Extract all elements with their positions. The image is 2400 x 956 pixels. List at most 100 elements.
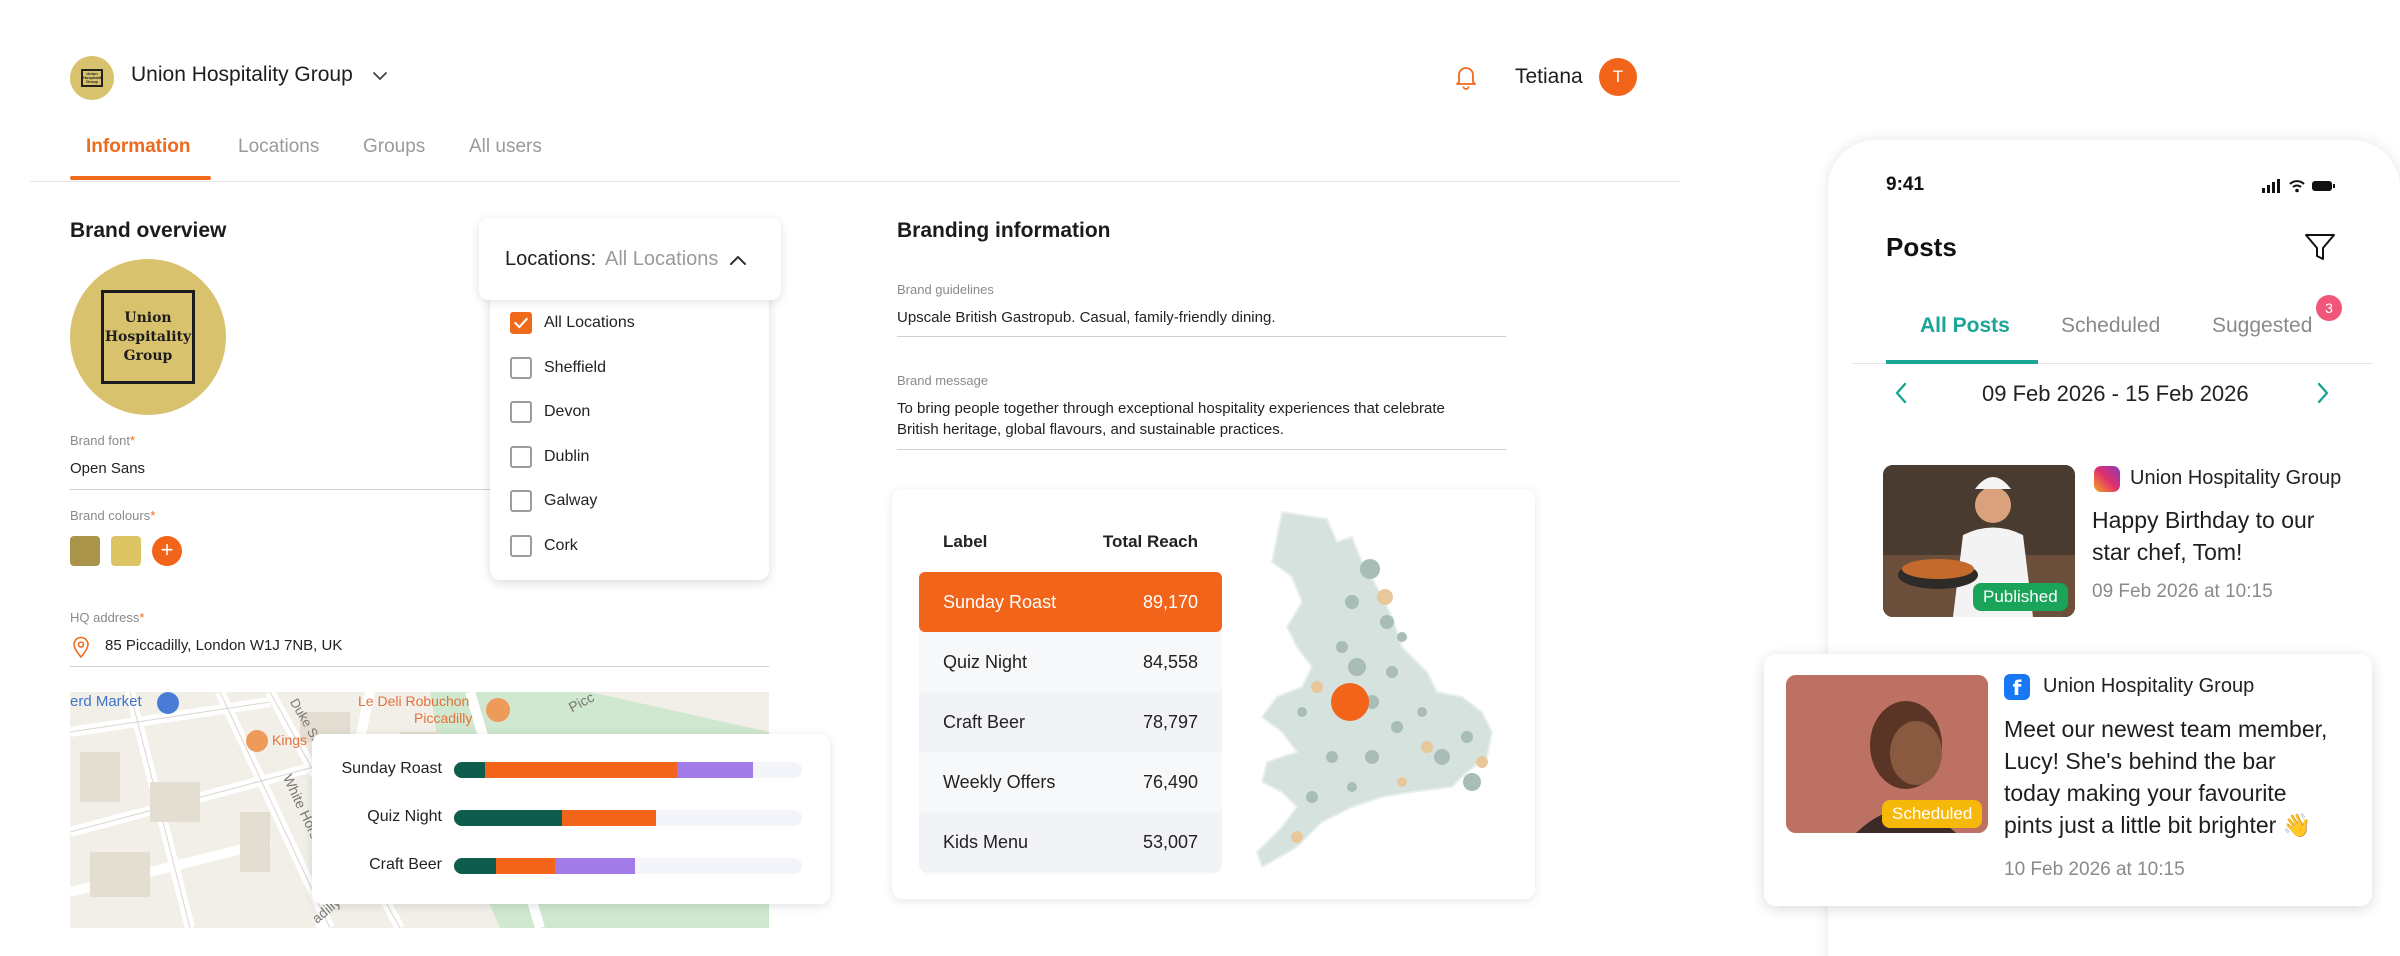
chevron-up-icon[interactable] [729, 253, 747, 267]
checkbox[interactable] [510, 445, 532, 468]
chevron-left-icon[interactable] [1894, 382, 1908, 404]
location-option-label: Devon [544, 403, 591, 420]
tab-all-users[interactable]: All users [469, 136, 542, 157]
required-mark: * [150, 508, 156, 523]
location-option[interactable]: Dublin [510, 445, 589, 468]
tab-scheduled[interactable]: Scheduled [2061, 314, 2161, 337]
checkbox[interactable] [510, 534, 532, 557]
brand-logo[interactable]: Union Hospitality Group [70, 259, 226, 415]
brand-guidelines-underline [897, 336, 1506, 337]
add-colour-button[interactable]: + [152, 536, 182, 566]
table-row[interactable]: Kids Menu 53,007 [919, 812, 1222, 872]
brand-guidelines-value[interactable]: Upscale British Gastropub. Casual, famil… [897, 309, 1276, 326]
brand-message-underline [897, 449, 1506, 450]
user-avatar[interactable]: T [1599, 58, 1637, 96]
restaurant-marker[interactable] [486, 698, 510, 722]
org-logo[interactable]: Union Hospitality Group [70, 56, 114, 100]
org-logo-mark: Union Hospitality Group [81, 69, 103, 87]
tab-all-posts[interactable]: All Posts [1920, 314, 2010, 337]
brand-colour-swatch[interactable] [111, 536, 141, 566]
restaurant-marker[interactable] [246, 730, 268, 752]
location-option[interactable]: Cork [510, 534, 578, 557]
brand-colour-swatch[interactable] [70, 536, 100, 566]
location-option-label: Galway [544, 492, 598, 509]
bar-segment[interactable] [495, 858, 555, 874]
location-pin-icon [73, 636, 89, 658]
post-image[interactable]: Published [1883, 465, 2075, 617]
filter-icon[interactable] [2304, 232, 2336, 262]
table-row[interactable]: Craft Beer 78,797 [919, 692, 1222, 752]
table-row[interactable]: Sunday Roast 89,170 [919, 572, 1222, 632]
tab-suggested[interactable]: Suggested [2212, 314, 2313, 337]
bar-segment[interactable] [561, 810, 656, 826]
post-text[interactable]: Happy Birthday to our star chef, Tom! [2092, 504, 2314, 568]
locations-filter[interactable]: Locations: All Locations [479, 218, 781, 300]
posts-title: Posts [1886, 232, 1957, 262]
location-option[interactable]: Sheffield [510, 356, 606, 379]
post-date: 10 Feb 2026 at 10:15 [2004, 859, 2185, 880]
post-text-line: Happy Birthday to our [2092, 507, 2315, 533]
brand-colours-label-text: Brand colours [70, 508, 151, 523]
brand-message-line[interactable]: To bring people together through excepti… [897, 400, 1445, 417]
row-reach: 78,797 [1142, 711, 1198, 732]
checkbox[interactable] [510, 490, 532, 512]
status-icons [2262, 179, 2335, 193]
bar-segment[interactable] [554, 858, 635, 874]
map-label: Kings [272, 732, 308, 748]
org-logo-text: Union Hospitality Group [83, 72, 101, 84]
post-image[interactable]: Scheduled [1786, 675, 1988, 833]
bell-icon[interactable] [1454, 64, 1478, 90]
bar-segment[interactable] [485, 762, 677, 778]
post-text[interactable]: Meet our newest team member, Lucy! She's… [2004, 713, 2327, 841]
branding-info-title: Branding information [897, 219, 1111, 242]
bar-track [454, 810, 802, 826]
bar-segment[interactable] [454, 858, 496, 874]
bar-track [454, 762, 802, 778]
row-label: Sunday Roast [943, 591, 1057, 612]
map-label: Piccadilly [414, 710, 473, 726]
row-label: Kids Menu [943, 831, 1029, 852]
brand-font-label: Brand font* [70, 433, 135, 448]
tab-locations[interactable]: Locations [238, 136, 320, 157]
date-range: 09 Feb 2026 - 15 Feb 2026 [1982, 381, 2249, 406]
chevron-right-icon[interactable] [2316, 382, 2330, 404]
map-label: Le Deli Robuchon [358, 693, 470, 709]
checkbox[interactable] [510, 401, 532, 423]
column-header-label: Label [943, 532, 988, 551]
brand-message-line[interactable]: British heritage, global flavours, and s… [897, 421, 1284, 438]
brand-font-label-text: Brand font [70, 433, 130, 448]
status-badge: Published [1973, 583, 2068, 611]
location-option-label: Cork [544, 536, 578, 554]
locations-filter-value: All Locations [605, 248, 719, 270]
checkbox-checked[interactable] [510, 312, 532, 334]
bar-segment[interactable] [676, 762, 754, 778]
post-text-line: star chef, Tom! [2092, 539, 2243, 565]
tabs-bar [30, 132, 1680, 182]
tab-information[interactable]: Information [86, 136, 191, 157]
location-option[interactable]: Galway [510, 490, 597, 512]
post-card-scheduled[interactable]: Scheduled f Union Hospitality Group Meet… [1764, 654, 2372, 906]
post-date: 09 Feb 2026 at 10:15 [2092, 581, 2273, 602]
check-icon [514, 317, 528, 329]
tab-groups[interactable]: Groups [363, 136, 426, 157]
suggested-count-badge: 3 [2316, 295, 2342, 321]
table-row[interactable]: Weekly Offers 76,490 [919, 752, 1222, 812]
row-label: Quiz Night [943, 651, 1028, 672]
map-marker[interactable] [157, 692, 179, 714]
brand-font-value[interactable]: Open Sans [70, 460, 146, 477]
checkbox[interactable] [510, 356, 532, 379]
hq-address-value[interactable]: 85 Piccadilly, London W1J 7NB, UK [105, 637, 343, 654]
bar-segment[interactable] [454, 810, 562, 826]
instagram-icon [2094, 466, 2120, 492]
bar-label: Craft Beer [369, 856, 442, 873]
reach-table-header: Label Total Reach [919, 512, 1222, 572]
user-name[interactable]: Tetiana [1515, 65, 1583, 88]
location-option[interactable]: Devon [510, 401, 590, 423]
bar-segment[interactable] [454, 762, 486, 778]
location-option-label: Sheffield [544, 358, 606, 376]
table-row[interactable]: Quiz Night 84,558 [919, 632, 1222, 692]
location-option[interactable]: All Locations [510, 312, 635, 334]
chevron-down-icon[interactable] [372, 68, 388, 84]
org-name[interactable]: Union Hospitality Group [131, 63, 353, 86]
active-post-tab-indicator [1886, 360, 2038, 364]
